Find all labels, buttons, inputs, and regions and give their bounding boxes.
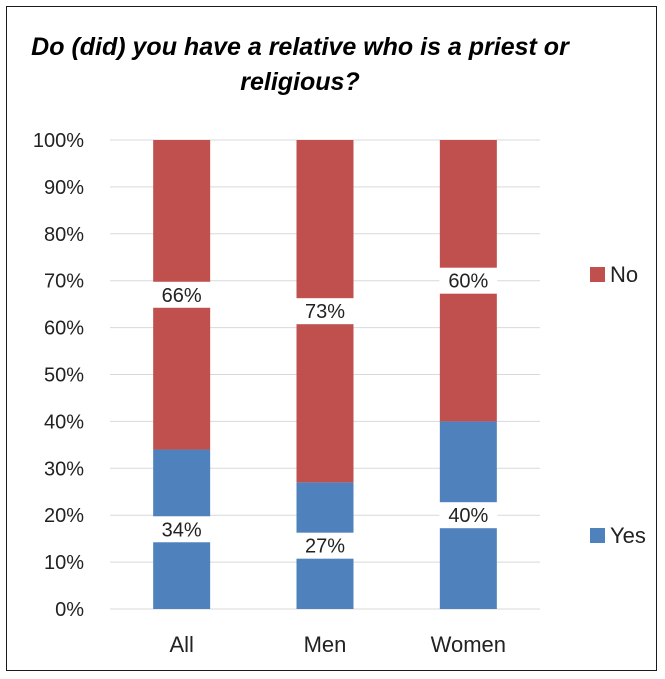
data-label-bg — [296, 532, 354, 559]
legend-swatch-no — [590, 267, 605, 282]
y-tick-label: 70% — [44, 271, 84, 293]
y-tick-label: 100% — [33, 130, 84, 152]
x-category-label: Women — [431, 632, 506, 657]
chart-title: Do (did) you have a relative who is a pr… — [31, 33, 569, 96]
data-label: 34% — [162, 519, 202, 541]
y-tick-label: 10% — [44, 552, 84, 574]
y-tick-label: 20% — [44, 505, 84, 527]
legend-label-yes: Yes — [610, 523, 646, 548]
data-label-bg — [439, 502, 498, 529]
y-tick-label: 50% — [44, 365, 84, 387]
data-label-bg — [152, 281, 211, 308]
data-label: 27% — [305, 536, 345, 558]
data-label-bg — [296, 298, 354, 325]
data-label: 66% — [162, 285, 202, 307]
y-tick-label: 60% — [44, 318, 84, 340]
data-label: 73% — [305, 301, 345, 323]
x-category-label: All — [169, 632, 193, 657]
legend-label-no: No — [610, 262, 638, 287]
y-tick-label: 90% — [44, 177, 84, 199]
y-tick-label: 30% — [44, 458, 84, 480]
data-label-bg — [439, 267, 498, 294]
legend-swatch-yes — [590, 528, 605, 543]
x-category-label: Men — [304, 632, 347, 657]
data-label-bg — [152, 516, 211, 543]
data-label: 40% — [448, 505, 488, 527]
y-tick-label: 40% — [44, 411, 84, 433]
y-tick-label: 80% — [44, 224, 84, 246]
data-label: 60% — [448, 271, 488, 293]
y-tick-label: 0% — [55, 599, 84, 621]
